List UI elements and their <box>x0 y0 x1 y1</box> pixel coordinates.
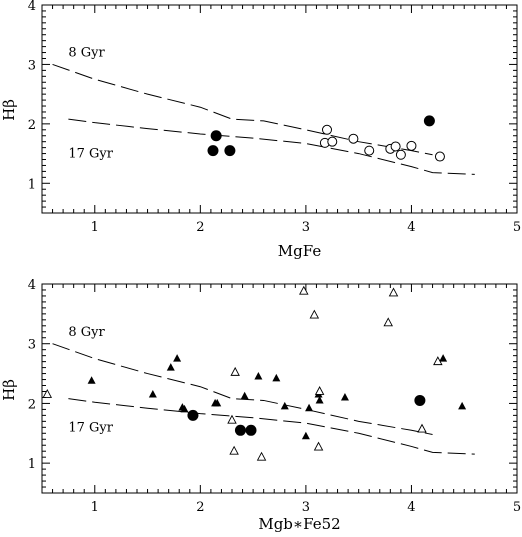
filled-triangle-point <box>148 389 157 398</box>
open-triangle-point <box>229 445 239 455</box>
filled-triangle-point <box>305 403 314 412</box>
filled-circle-point <box>207 145 219 157</box>
open-circle-point <box>406 140 417 151</box>
filled-circle-point <box>210 130 222 142</box>
open-circle-point <box>348 133 359 144</box>
filled-circle-point <box>414 394 426 406</box>
filled-triangle-point <box>87 376 96 384</box>
open-triangle-point <box>388 287 399 297</box>
x-tick-label: 1 <box>91 220 99 235</box>
model-line <box>68 118 475 175</box>
y-tick-label: 2 <box>28 118 36 133</box>
x-tick-label: 2 <box>196 500 204 515</box>
filled-triangle-point <box>240 391 249 400</box>
y-axis-label: Hβ <box>0 99 18 121</box>
filled-circle-point <box>187 409 199 421</box>
model-line <box>52 343 433 435</box>
open-circle-point <box>434 151 445 162</box>
line-annotation: 8 Gyr <box>68 46 105 61</box>
filled-triangle-point <box>340 392 349 401</box>
x-axis-label: Mgb∗Fe52 <box>258 515 340 533</box>
y-tick-label: 3 <box>28 338 36 353</box>
filled-circle-point <box>245 424 257 436</box>
model-line <box>68 398 475 455</box>
open-circle-point <box>364 145 375 156</box>
y-tick-label: 1 <box>28 177 36 192</box>
filled-triangle-point <box>315 395 324 404</box>
filled-triangle-point <box>301 431 310 440</box>
filled-triangle-point <box>272 373 281 382</box>
x-tick-label: 4 <box>407 220 415 235</box>
open-triangle-point <box>383 317 393 327</box>
line-annotation: 8 Gyr <box>68 325 105 340</box>
open-triangle-point <box>417 423 427 433</box>
x-tick-label: 1 <box>91 500 99 515</box>
filled-triangle-point <box>173 354 182 362</box>
filled-triangle-point <box>166 363 175 371</box>
open-triangle-point <box>309 309 320 319</box>
x-tick-label: 3 <box>302 500 310 515</box>
filled-triangle-point <box>254 372 263 380</box>
y-tick-label: 1 <box>28 457 36 472</box>
x-tick-label: 5 <box>513 220 521 235</box>
open-triangle-point <box>313 441 324 451</box>
y-tick-label: 4 <box>28 0 36 14</box>
open-triangle-point <box>299 285 309 295</box>
x-tick-label: 3 <box>302 220 310 235</box>
y-axis-label: Hβ <box>0 379 18 401</box>
open-triangle-point <box>433 356 443 366</box>
filled-triangle-point <box>213 398 222 407</box>
model-line <box>52 63 433 156</box>
open-triangle-point <box>227 414 237 424</box>
open-circle-point <box>322 124 332 135</box>
filled-triangle-point <box>458 401 467 410</box>
chart-panel-1: 1 2 3 4 5 1 2 3 4 MgFe Hβ 8 Gyr 17 Gyr <box>0 0 521 260</box>
filled-triangle-point <box>280 401 289 410</box>
filled-circle-point <box>224 145 236 157</box>
open-circle-point <box>327 136 338 147</box>
line-annotation: 17 Gyr <box>68 420 113 435</box>
data-markers <box>207 115 445 162</box>
plot-frame <box>41 4 518 214</box>
filled-triangle-point <box>180 404 189 413</box>
y-tick-label: 2 <box>28 397 36 412</box>
filled-triangle-point <box>439 354 448 362</box>
filled-circle-point <box>234 424 246 436</box>
x-tick-label: 2 <box>196 220 204 235</box>
line-annotation: 17 Gyr <box>68 147 113 162</box>
open-circle-point <box>390 141 401 152</box>
open-triangle-point <box>230 366 240 376</box>
chart-panel-2: 1 2 3 4 5 1 2 3 4 Mgb∗Fe52 Hβ 8 Gyr 17 Gyr <box>0 278 521 533</box>
y-tick-label: 3 <box>28 58 36 73</box>
y-tick-label: 4 <box>28 278 36 293</box>
filled-circle-point <box>423 115 435 127</box>
open-triangle-point <box>42 389 53 398</box>
open-triangle-point <box>314 386 325 395</box>
x-tick-label: 4 <box>407 500 415 515</box>
data-markers <box>42 285 467 461</box>
x-tick-label: 5 <box>513 500 521 515</box>
x-axis-label: MgFe <box>278 242 322 260</box>
plot-frame <box>41 283 518 494</box>
open-circle-point <box>395 149 406 160</box>
open-triangle-point <box>256 451 267 461</box>
